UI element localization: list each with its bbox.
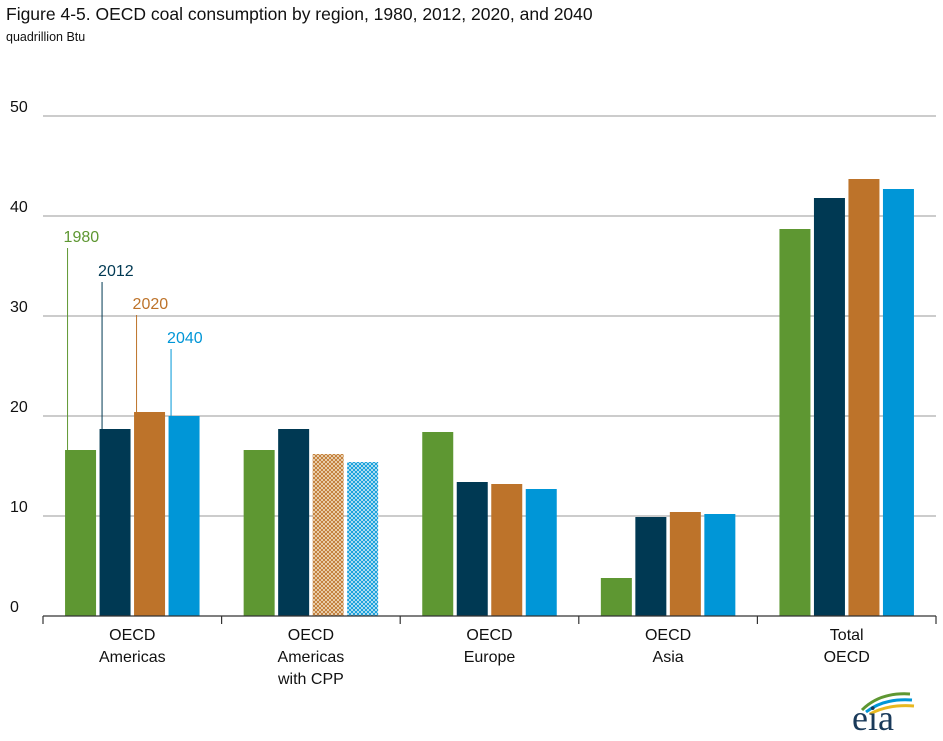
legend-label-2020: 2020 <box>133 296 169 313</box>
x-category-label: Asia <box>653 649 684 666</box>
x-category-label: OECD <box>109 627 155 644</box>
y-tick-label: 30 <box>10 299 28 316</box>
bars <box>65 179 914 616</box>
bar-2020 <box>669 512 701 616</box>
y-tick-label: 20 <box>10 399 28 416</box>
labels: 0 10 20 30 40 50 OECD Americas OECD Americas with … <box>10 99 870 688</box>
bar-1980 <box>779 229 811 616</box>
bar-2020 <box>312 454 344 616</box>
bar-1980 <box>600 578 632 616</box>
logo-swoosh-icon <box>860 692 915 716</box>
bar-2012 <box>456 482 488 616</box>
bar-1980 <box>243 450 275 616</box>
y-tick-label: 40 <box>10 199 28 216</box>
bar-2040 <box>347 462 379 616</box>
x-category-label: Americas <box>278 649 345 666</box>
x-category-label: Europe <box>464 649 516 666</box>
bar-2040 <box>525 489 557 616</box>
legend-label-1980: 1980 <box>64 229 100 246</box>
x-category-label: Total <box>830 627 864 644</box>
y-tick-label: 50 <box>10 99 28 116</box>
logo-text: eia <box>852 698 894 738</box>
bar-1980 <box>65 450 97 616</box>
bar-2040 <box>168 416 200 616</box>
bar-2040 <box>704 514 736 616</box>
chart-subtitle: quadrillion Btu <box>6 30 86 44</box>
x-category-label: OECD <box>824 649 870 666</box>
bar-2020 <box>134 412 166 616</box>
x-category-label: OECD <box>288 627 334 644</box>
bar-2012 <box>278 429 310 616</box>
x-category-label: OECD <box>466 627 512 644</box>
y-tick-label: 10 <box>10 499 28 516</box>
axes <box>42 615 937 624</box>
bar-2040 <box>882 189 914 616</box>
bar-2012 <box>635 517 667 616</box>
x-category-label: OECD <box>645 627 691 644</box>
y-tick-label: 0 <box>10 599 19 616</box>
x-category-label: with CPP <box>277 671 344 688</box>
x-category-label: Americas <box>99 649 166 666</box>
eia-logo: eia <box>852 686 918 736</box>
bar-2020 <box>491 484 523 616</box>
legend-callouts: 1980 2012 2020 2040 <box>64 229 203 450</box>
bar-2012 <box>99 429 131 616</box>
bar-1980 <box>422 432 454 616</box>
bar-2020 <box>848 179 880 616</box>
bar-2012 <box>813 198 845 616</box>
legend-label-2012: 2012 <box>98 263 134 280</box>
chart-title: Figure 4-5. OECD coal consumption by reg… <box>6 4 593 24</box>
legend-label-2040: 2040 <box>167 330 203 347</box>
